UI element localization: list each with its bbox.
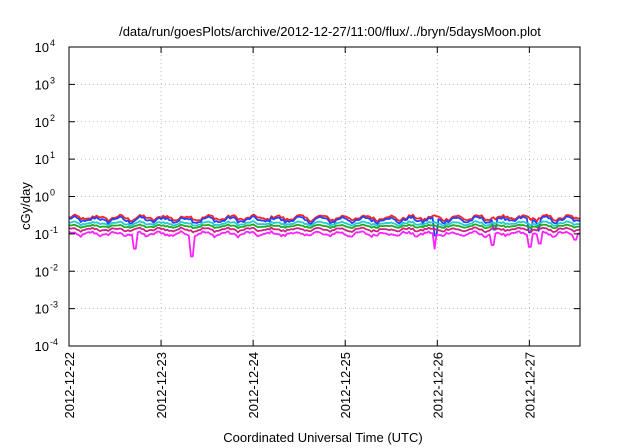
series-line — [68, 213, 581, 223]
x-tick-label: 2012-12-22 — [62, 352, 77, 419]
y-tick-exponent: 0 — [50, 188, 55, 198]
y-tick-label: 10 — [35, 227, 49, 242]
x-tick-label: 2012-12-23 — [154, 352, 169, 419]
x-tick-label: 2012-12-26 — [430, 352, 445, 419]
series-line — [68, 226, 581, 234]
y-tick-label: 10 — [35, 190, 49, 205]
y-tick-exponent: -1 — [50, 225, 58, 235]
y-tick-exponent: 3 — [50, 75, 55, 85]
series-line — [68, 220, 581, 227]
series-group — [68, 213, 581, 258]
y-tick-exponent: 1 — [50, 150, 55, 160]
chart-title: /data/run/goesPlots/archive/2012-12-27/1… — [119, 24, 541, 39]
y-tick-label: 10 — [35, 264, 49, 279]
series-line — [68, 230, 581, 258]
y-tick-exponent: -2 — [50, 262, 58, 272]
series-line — [68, 223, 581, 230]
x-axis-label: Coordinated Universal Time (UTC) — [223, 430, 422, 445]
grid — [69, 47, 580, 346]
y-tick-exponent: -3 — [50, 300, 58, 310]
y-tick-exponent: -4 — [50, 337, 58, 347]
y-axis-label: cGy/day — [18, 182, 33, 230]
y-tick-label: 10 — [35, 115, 49, 130]
y-tick-exponent: 2 — [50, 113, 55, 123]
y-tick-exponent: 4 — [50, 38, 55, 48]
y-tick-label: 10 — [35, 152, 49, 167]
y-tick-label: 10 — [35, 77, 49, 92]
x-tick-label: 2012-12-24 — [246, 352, 261, 419]
x-tick-label: 2012-12-25 — [338, 352, 353, 419]
y-tick-label: 10 — [35, 302, 49, 317]
y-tick-label: 10 — [35, 339, 49, 354]
y-tick-label: 10 — [35, 40, 49, 55]
x-tick-label: 2012-12-27 — [522, 352, 537, 419]
